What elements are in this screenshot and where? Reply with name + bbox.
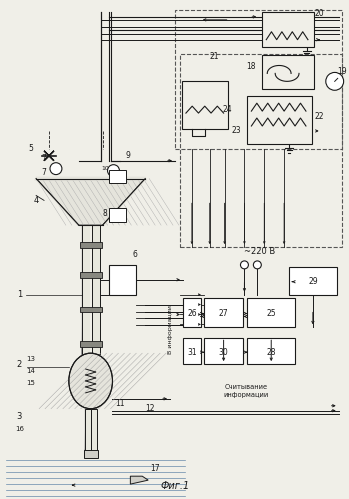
Bar bbox=[289, 267, 337, 294]
Bar bbox=[109, 208, 126, 222]
Polygon shape bbox=[36, 179, 145, 225]
Text: Считывание: Считывание bbox=[225, 384, 268, 390]
Circle shape bbox=[326, 72, 344, 90]
Bar bbox=[85, 409, 91, 454]
Text: ~220 В: ~220 В bbox=[244, 248, 275, 256]
Text: 22: 22 bbox=[314, 112, 324, 121]
Bar bbox=[262, 12, 314, 46]
Polygon shape bbox=[34, 179, 79, 225]
Circle shape bbox=[253, 261, 261, 269]
Text: 27: 27 bbox=[219, 309, 228, 318]
Text: 24: 24 bbox=[223, 105, 232, 114]
Polygon shape bbox=[80, 341, 102, 347]
Bar bbox=[204, 338, 244, 364]
Bar bbox=[175, 10, 342, 149]
Bar bbox=[182, 81, 228, 129]
Text: 23: 23 bbox=[232, 126, 241, 135]
Text: 30: 30 bbox=[219, 348, 229, 357]
Bar bbox=[183, 297, 201, 327]
Ellipse shape bbox=[69, 353, 112, 409]
Bar bbox=[90, 225, 92, 354]
Circle shape bbox=[240, 261, 248, 269]
Circle shape bbox=[50, 163, 62, 175]
Text: 19: 19 bbox=[337, 67, 347, 76]
Polygon shape bbox=[80, 306, 102, 312]
Text: 12: 12 bbox=[146, 404, 155, 413]
Text: 4: 4 bbox=[34, 196, 39, 205]
Text: 16: 16 bbox=[15, 426, 24, 432]
Polygon shape bbox=[34, 177, 147, 181]
Text: 9: 9 bbox=[126, 151, 131, 160]
Polygon shape bbox=[131, 476, 148, 484]
Text: 2: 2 bbox=[17, 360, 22, 369]
Polygon shape bbox=[103, 179, 147, 225]
Bar bbox=[109, 170, 126, 183]
Text: 14: 14 bbox=[27, 368, 36, 374]
Bar bbox=[262, 54, 314, 89]
Bar bbox=[180, 53, 342, 247]
Text: 1: 1 bbox=[17, 290, 22, 299]
Circle shape bbox=[107, 165, 119, 177]
Text: 29: 29 bbox=[308, 277, 318, 286]
Bar bbox=[247, 96, 312, 144]
Text: 13: 13 bbox=[27, 356, 36, 362]
Text: 15: 15 bbox=[27, 380, 36, 386]
Bar bbox=[91, 409, 97, 454]
Bar bbox=[183, 338, 201, 364]
Bar bbox=[247, 297, 295, 327]
Text: 10: 10 bbox=[102, 166, 110, 171]
Text: 20: 20 bbox=[314, 9, 324, 18]
Text: 17: 17 bbox=[150, 464, 160, 473]
Text: 3: 3 bbox=[16, 412, 22, 421]
Text: 28: 28 bbox=[267, 348, 276, 357]
Polygon shape bbox=[80, 272, 102, 278]
Text: 6: 6 bbox=[133, 250, 138, 259]
Text: 8: 8 bbox=[102, 209, 107, 218]
Polygon shape bbox=[44, 156, 54, 161]
Text: Δh: Δh bbox=[117, 276, 127, 285]
Text: информации: информации bbox=[224, 392, 269, 398]
Text: 26: 26 bbox=[187, 309, 197, 318]
Bar bbox=[247, 338, 295, 364]
Text: 31: 31 bbox=[187, 348, 197, 357]
Text: В информации: В информации bbox=[168, 305, 172, 354]
Polygon shape bbox=[44, 151, 54, 156]
Text: 11: 11 bbox=[116, 399, 125, 408]
Text: 7: 7 bbox=[42, 168, 46, 177]
Bar bbox=[204, 297, 244, 327]
Text: 21: 21 bbox=[210, 52, 220, 61]
Bar bbox=[92, 225, 99, 354]
Text: 25: 25 bbox=[266, 309, 276, 318]
Text: 18: 18 bbox=[247, 62, 256, 71]
Text: Фиг.1: Фиг.1 bbox=[161, 481, 190, 491]
Bar bbox=[109, 265, 136, 294]
Text: 5: 5 bbox=[29, 144, 34, 153]
Bar bbox=[82, 225, 90, 354]
Polygon shape bbox=[80, 242, 102, 248]
Text: 7: 7 bbox=[42, 154, 46, 163]
Bar bbox=[84, 451, 98, 458]
